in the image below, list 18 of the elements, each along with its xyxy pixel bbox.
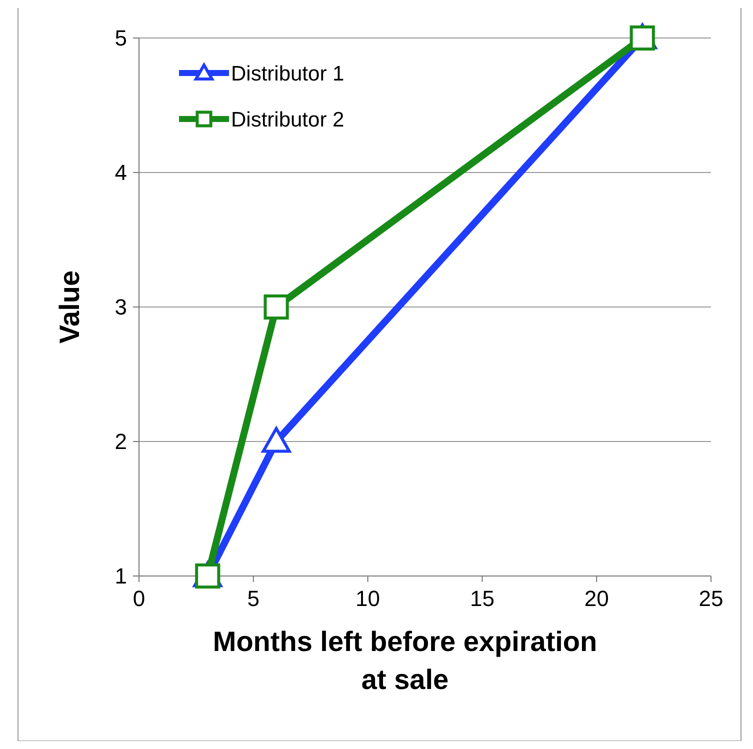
point bbox=[262, 427, 291, 453]
x-tick-label: 10 bbox=[356, 586, 380, 611]
y-tick-label: 1 bbox=[114, 564, 127, 589]
y-tick-label: 2 bbox=[114, 429, 127, 454]
y-tick-label: 4 bbox=[114, 160, 127, 186]
x-tick-label: 0 bbox=[132, 586, 146, 611]
x-tick-label: 5 bbox=[247, 586, 260, 611]
y-axis-title: Value bbox=[54, 270, 85, 344]
x-tick-label: 20 bbox=[584, 586, 609, 611]
x-axis-title: Months left before expiration at sale bbox=[212, 626, 598, 695]
point bbox=[264, 294, 289, 320]
x-tick-label: 15 bbox=[470, 586, 494, 611]
y-tick-label: 3 bbox=[114, 294, 127, 320]
legend-label: Distributor 1 bbox=[231, 62, 344, 86]
x-tick-label: 25 bbox=[698, 586, 724, 611]
y-tick-label: 5 bbox=[114, 26, 127, 51]
legend-label: Distributor 2 bbox=[231, 108, 344, 132]
point bbox=[630, 25, 655, 51]
